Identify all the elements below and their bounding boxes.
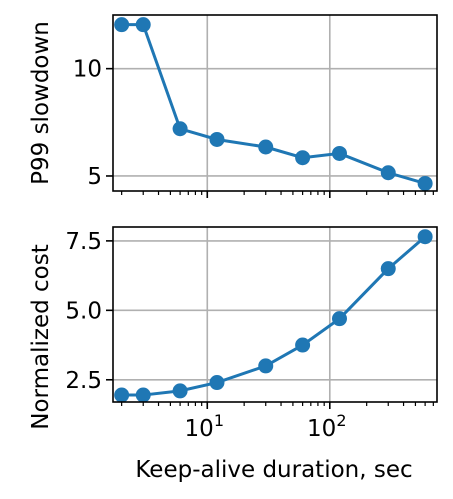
series-line — [121, 23, 426, 185]
data-point — [135, 387, 151, 403]
data-point — [331, 145, 347, 161]
data-point — [209, 131, 225, 147]
y-axis-label-cost: Normalized cost — [28, 244, 54, 429]
y-tick-label: 5.0 — [65, 298, 102, 324]
data-point — [417, 175, 433, 191]
y-tick-label: 7.5 — [65, 229, 102, 255]
data-point — [417, 229, 433, 245]
data-point — [331, 311, 347, 327]
data-point — [209, 375, 225, 391]
y-tick-label: 5 — [87, 164, 102, 190]
data-point — [172, 121, 188, 137]
axes-frame — [112, 226, 438, 403]
axes-frame — [112, 14, 438, 192]
data-point — [380, 261, 396, 277]
y-axis-label-slowdown: P99 slowdown — [28, 21, 54, 185]
data-point — [172, 383, 188, 399]
data-point — [295, 337, 311, 353]
data-point — [295, 150, 311, 166]
data-point — [380, 165, 396, 181]
x-axis-label: Keep-alive duration, sec — [135, 457, 412, 483]
series-line — [121, 235, 427, 397]
data-point — [258, 139, 274, 155]
y-tick-label: 2.5 — [65, 368, 102, 394]
data-point — [258, 358, 274, 374]
slowdown-panel: 5 10 — [73, 14, 438, 198]
data-point — [135, 17, 151, 33]
cost-panel: 2.5 5.0 7.5 101 102 — [65, 226, 438, 442]
data-point — [114, 17, 130, 33]
y-tick-label: 10 — [73, 57, 102, 83]
x-tick-label: 102 — [307, 411, 346, 442]
x-tick-label: 101 — [185, 411, 224, 442]
data-point — [114, 387, 130, 403]
